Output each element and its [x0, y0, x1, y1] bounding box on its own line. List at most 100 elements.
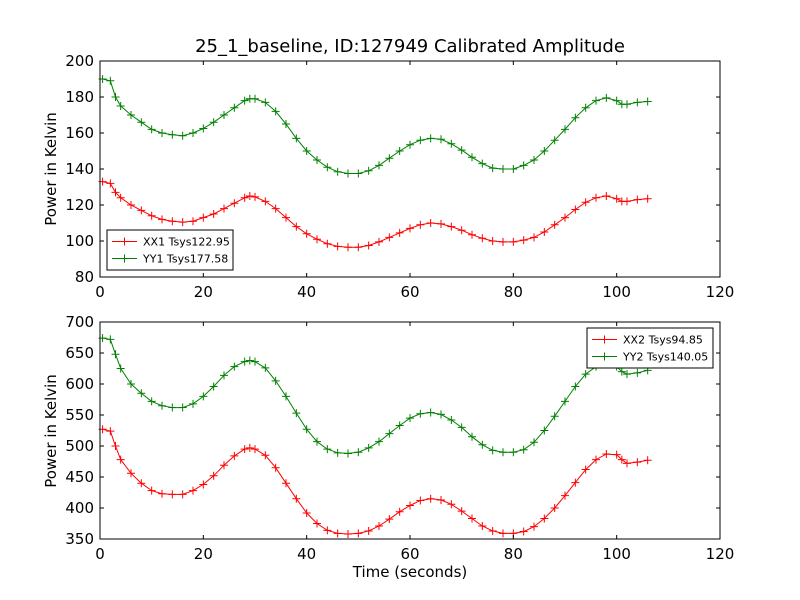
data-point	[592, 96, 600, 105]
y-tick-label: 350	[65, 530, 94, 548]
series-0	[98, 177, 652, 252]
data-point	[385, 154, 394, 163]
data-point	[199, 213, 208, 222]
data-point	[468, 432, 476, 441]
x-tick-label: 120	[706, 545, 735, 563]
data-point	[240, 96, 249, 105]
data-point	[106, 179, 115, 188]
data-point	[519, 445, 528, 454]
data-point	[581, 465, 590, 474]
data-point	[333, 448, 342, 457]
data-point	[499, 237, 507, 246]
data-point	[158, 129, 166, 137]
data-point	[137, 206, 146, 215]
x-tick-label: 0	[95, 283, 105, 301]
y-tick-label: 450	[65, 468, 94, 486]
data-point	[158, 215, 166, 224]
data-point	[302, 508, 311, 517]
data-point	[416, 409, 425, 418]
data-point	[395, 507, 404, 516]
data-point	[209, 210, 218, 218]
data-point	[406, 224, 414, 233]
data-point	[189, 217, 197, 226]
data-point	[199, 480, 208, 489]
data-point	[116, 364, 125, 373]
data-point	[240, 193, 249, 202]
data-point	[468, 230, 476, 239]
data-point	[137, 389, 146, 398]
data-point	[478, 234, 487, 243]
data-point	[395, 421, 404, 430]
data-point	[189, 129, 197, 137]
data-point	[261, 98, 270, 107]
data-point	[111, 93, 120, 101]
data-point	[111, 350, 120, 359]
data-point	[612, 194, 621, 203]
x-tick-label: 20	[194, 283, 213, 301]
data-point	[116, 102, 125, 110]
data-point	[282, 213, 290, 222]
data-point	[478, 159, 487, 168]
data-point	[199, 124, 208, 133]
data-point	[168, 217, 177, 226]
data-point	[292, 494, 301, 503]
series-markers	[98, 75, 652, 178]
data-point	[406, 414, 414, 423]
data-point	[499, 165, 507, 173]
legend-swatch-marker	[120, 237, 129, 246]
data-point	[426, 494, 435, 503]
legend-box	[106, 229, 234, 271]
data-point	[251, 94, 259, 103]
plot-frame	[99, 60, 721, 278]
y-tick-label: 600	[65, 375, 94, 393]
data-point	[426, 408, 435, 417]
data-point	[230, 199, 239, 208]
data-point	[509, 237, 518, 246]
data-point	[499, 448, 507, 457]
data-point	[251, 445, 259, 454]
data-point	[437, 495, 445, 504]
legend-label: YY1 Tsys177.58	[142, 253, 228, 266]
x-tick-label: 80	[504, 283, 523, 301]
top-chart: 25_1_baseline, ID:127949 Calibrated Ampl…	[42, 36, 734, 301]
y-tick-label: 140	[65, 160, 94, 178]
data-point	[643, 97, 652, 106]
data-point	[571, 382, 580, 391]
data-point	[457, 226, 466, 235]
data-point	[292, 222, 301, 231]
data-point	[478, 521, 487, 530]
data-point	[571, 205, 580, 214]
data-point	[282, 392, 290, 401]
y-tick-label: 80	[75, 268, 94, 286]
bottom-chart: Power in Kelvin Time (seconds) 0 20 40 60 80…	[42, 313, 734, 581]
data-point	[633, 98, 642, 107]
series-layer	[98, 334, 652, 539]
data-point	[292, 409, 301, 418]
data-point	[447, 139, 456, 148]
x-tick-label: 80	[504, 545, 523, 563]
data-point	[623, 370, 631, 379]
data-point	[375, 161, 383, 170]
data-point	[468, 153, 476, 162]
data-point	[385, 429, 394, 438]
data-point	[530, 438, 538, 447]
legend-label: YY2 Tsys140.05	[622, 351, 708, 364]
data-point	[519, 527, 528, 536]
data-point	[457, 423, 466, 432]
data-point	[530, 156, 538, 164]
data-point	[344, 243, 352, 252]
legend: XX2 Tsys94.85 YY2 Tsys140.05	[586, 327, 714, 369]
y-tick-label: 160	[65, 124, 94, 142]
data-point	[581, 198, 590, 207]
data-point	[457, 507, 466, 516]
y-axis-label: Power in Kelvin	[42, 112, 60, 226]
data-point	[245, 192, 254, 200]
data-point	[271, 376, 280, 385]
data-point	[550, 504, 559, 512]
data-point	[499, 529, 507, 538]
data-point	[519, 236, 528, 245]
data-point	[478, 440, 487, 449]
data-point	[550, 220, 559, 229]
data-point	[447, 415, 456, 424]
data-point	[137, 118, 146, 127]
